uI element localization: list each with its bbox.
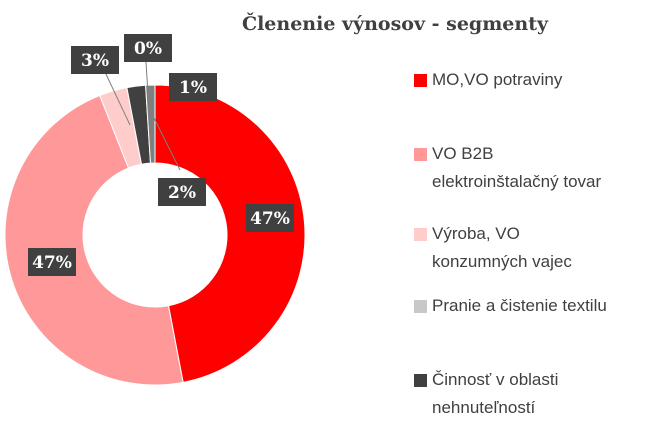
legend-label: Výroba, VO konzumných vajec — [432, 224, 572, 271]
legend-swatch — [414, 148, 427, 161]
legend-swatch — [414, 374, 427, 387]
legend-swatch — [414, 74, 427, 87]
data-label: 0% — [134, 39, 162, 59]
data-label-box — [158, 178, 206, 206]
data-label-box — [169, 73, 217, 101]
donut-slice — [154, 84, 306, 383]
legend-item: Pranie a čistenie textilu — [414, 292, 607, 320]
legend-item: MO,VO potraviny — [414, 66, 634, 94]
legend-item: Činnosť v oblasti nehnuteľností — [414, 366, 589, 422]
data-label-box — [124, 34, 172, 62]
data-label: 47% — [250, 209, 290, 229]
legend-label: Činnosť v oblasti nehnuteľností — [432, 370, 559, 417]
chart-title: Členenie výnosov - segmenty — [242, 12, 549, 35]
legend-item: VO B2B elektroinštalačný tovar — [414, 140, 619, 196]
data-labels: 47% 47% 3% 0% 2% 1% — [28, 34, 294, 276]
leader-lines — [104, 61, 181, 171]
data-label-box — [246, 204, 294, 232]
legend-swatch — [414, 228, 427, 241]
legend-label: MO,VO potraviny — [432, 70, 563, 89]
leader-line — [104, 71, 131, 126]
legend-label: VO B2B elektroinštalačný tovar — [432, 144, 602, 191]
data-label-box — [28, 248, 76, 276]
donut-slice — [4, 94, 184, 386]
leader-line — [145, 61, 150, 111]
donut-slice — [145, 84, 156, 164]
data-label: 47% — [32, 253, 72, 273]
legend-item: Výroba, VO konzumných vajec — [414, 220, 604, 276]
data-label: 1% — [179, 78, 207, 98]
data-label: 2% — [168, 183, 196, 203]
data-label-box — [71, 46, 119, 74]
legend-label: Pranie a čistenie textilu — [432, 296, 607, 315]
slices — [4, 84, 306, 386]
data-label: 3% — [81, 51, 109, 71]
legend-swatch — [414, 300, 427, 313]
leader-line — [149, 109, 181, 171]
